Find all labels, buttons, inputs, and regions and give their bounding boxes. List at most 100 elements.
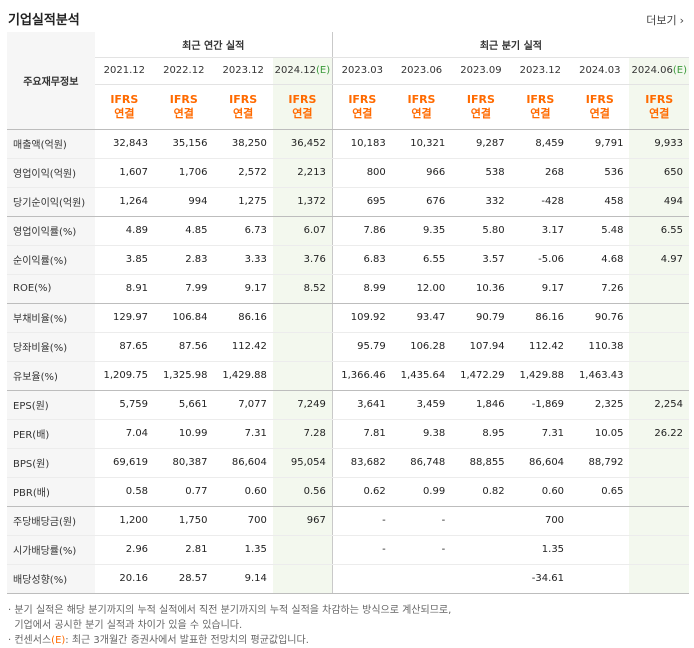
- table-row: EPS(원) 5,759 5,661 7,077 7,249 3,641 3,459 1,84…: [7, 390, 689, 420]
- table-cell: 88,792: [570, 448, 630, 478]
- table-cell: 87.56: [154, 332, 214, 362]
- table-cell: 1,209.75: [94, 361, 155, 391]
- table-cell: 10.99: [154, 419, 214, 449]
- row-label: 시가배당률(%): [7, 535, 95, 565]
- estimate-mark: (E): [672, 65, 687, 76]
- table-cell: 86.16: [213, 303, 273, 333]
- table-cell: 2.83: [154, 245, 214, 275]
- ifrs-header: IFRS 연결: [213, 84, 273, 130]
- quarter-header: 최근 분기 실적: [331, 32, 689, 58]
- table-cell: [272, 303, 333, 333]
- ifrs-label: IFRS: [466, 92, 495, 106]
- consolidated-label: 연결: [649, 106, 670, 120]
- row-label: 유보율(%): [7, 361, 95, 391]
- table-cell: 87.65: [94, 332, 155, 362]
- table-cell: 9,287: [451, 129, 511, 159]
- table-cell: 458: [570, 187, 630, 217]
- period-label: 2024.12: [274, 65, 316, 76]
- footnote-2: 기업에서 공시한 분기 실적과 차이가 있을 수 있습니다.: [8, 618, 451, 633]
- table-cell: 332: [451, 187, 511, 217]
- consolidated-label: 연결: [589, 106, 610, 120]
- annual-header: 최근 연간 실적: [94, 32, 333, 58]
- table-cell: 5,759: [94, 390, 155, 420]
- table-cell: 0.77: [154, 477, 214, 507]
- table-cell: 6.55: [629, 216, 689, 246]
- ifrs-label: IFRS: [585, 92, 614, 106]
- table-cell: 107.94: [451, 332, 511, 362]
- table-cell: 967: [272, 506, 333, 536]
- ifrs-label: IFRS: [229, 92, 258, 106]
- table-cell: 7,077: [213, 390, 273, 420]
- table-cell: 69,619: [94, 448, 155, 478]
- table-cell: 0.65: [570, 477, 630, 507]
- table-cell: 7,249: [272, 390, 333, 420]
- table-cell: 9,933: [629, 129, 689, 159]
- row-label: 주당배당금(원): [7, 506, 95, 536]
- table-cell: -1,869: [510, 390, 571, 420]
- period-header: 2023.12: [510, 57, 571, 85]
- table-row: 시가배당률(%) 2.96 2.81 1.35- -1.35: [7, 535, 689, 565]
- table-cell: 2,254: [629, 390, 689, 420]
- period-header: 2024.06(E): [629, 57, 689, 85]
- table-row: 매출액(억원) 32,843 35,156 38,250 36,452 10,183 10,…: [7, 129, 689, 159]
- table-cell: 90.76: [570, 303, 630, 333]
- table-cell: 9.35: [391, 216, 452, 246]
- section-title: 기업실적분석: [8, 13, 80, 28]
- ifrs-header: IFRS 연결: [451, 84, 511, 130]
- table-cell: 8.52: [272, 274, 333, 304]
- table-cell: 800: [331, 158, 392, 188]
- row-label: 영업이익률(%): [7, 216, 95, 246]
- row-label: 부채비율(%): [7, 303, 95, 333]
- table-cell: 966: [391, 158, 452, 188]
- table-row: PBR(배) 0.58 0.77 0.60 0.56 0.62 0.99 0.82 0.60 0.…: [7, 477, 689, 507]
- table-cell: 0.56: [272, 477, 333, 507]
- table-cell: 1,366.46: [331, 361, 392, 391]
- footnote-3-suffix: : 최근 3개월간 증권사에서 발표한 전망치의 평균값입니다.: [65, 635, 309, 646]
- table-cell: [629, 564, 689, 594]
- table-cell: 8.99: [331, 274, 392, 304]
- table-cell: 1,372: [272, 187, 333, 217]
- consolidated-label: 연결: [292, 106, 313, 120]
- row-label: 순이익률(%): [7, 245, 95, 275]
- table-cell: [629, 477, 689, 507]
- table-cell: 7.99: [154, 274, 214, 304]
- table-cell: [451, 564, 511, 594]
- row-label: 당기순이익(억원): [7, 187, 95, 217]
- period-label: 2023.12: [519, 65, 562, 76]
- table-cell: 88,855: [451, 448, 511, 478]
- estimate-mark: (E): [315, 65, 331, 76]
- financial-table: 주요재무정보 최근 연간 실적 최근 분기 실적 2021.12 2022.12 2…: [7, 32, 689, 594]
- table-cell: 4.89: [94, 216, 155, 246]
- table-cell: 1.35: [510, 535, 571, 565]
- table-cell: 7.31: [510, 419, 571, 449]
- table-cell: 9.17: [510, 274, 571, 304]
- table-cell: 9.17: [213, 274, 273, 304]
- table-cell: 106.28: [391, 332, 452, 362]
- table-cell: 700: [510, 506, 571, 536]
- table-cell: 0.60: [510, 477, 571, 507]
- table-cell: 26.22: [629, 419, 689, 449]
- table-cell: [629, 535, 689, 565]
- more-link[interactable]: 더보기 ›: [646, 12, 684, 28]
- table-row: 영업이익(억원) 1,607 1,706 2,572 2,213 800 966 538 268…: [7, 158, 689, 188]
- table-cell: [570, 535, 630, 565]
- table-cell: 32,843: [94, 129, 155, 159]
- table-cell: [570, 506, 630, 536]
- table-cell: 0.62: [331, 477, 392, 507]
- table-cell: 7.31: [213, 419, 273, 449]
- table-row: BPS(원) 69,619 80,387 86,604 95,054 83,682 86,7…: [7, 448, 689, 478]
- table-cell: 28.57: [154, 564, 214, 594]
- table-cell: 695: [331, 187, 392, 217]
- table-cell: 10.05: [570, 419, 630, 449]
- ifrs-header: IFRS 연결: [391, 84, 452, 130]
- table-row: ROE(%) 8.91 7.99 9.17 8.52 8.99 12.00 10.36 9.17…: [7, 274, 689, 304]
- consolidated-label: 연결: [352, 106, 373, 120]
- table-cell: -428: [510, 187, 571, 217]
- ifrs-header: IFRS 연결: [272, 84, 333, 130]
- table-cell: 6.07: [272, 216, 333, 246]
- ifrs-header: IFRS 연결: [510, 84, 571, 130]
- table-cell: 20.16: [94, 564, 155, 594]
- table-cell: 9,791: [570, 129, 630, 159]
- ifrs-header: IFRS 연결: [154, 84, 214, 130]
- table-row: 유보율(%) 1,209.75 1,325.98 1,429.88 1,366.46 1,…: [7, 361, 689, 391]
